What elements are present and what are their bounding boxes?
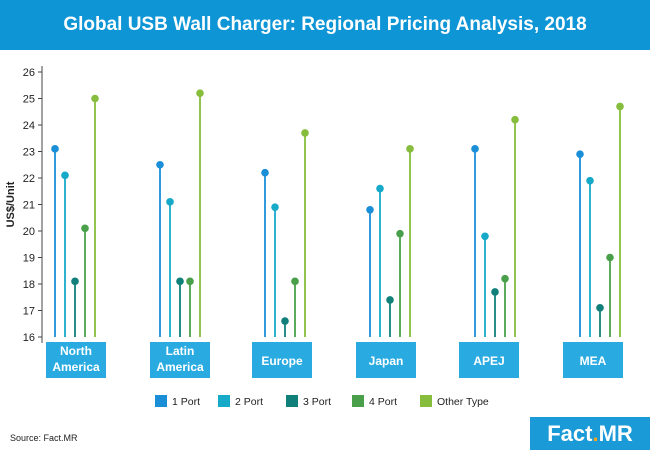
category-box xyxy=(563,342,623,378)
y-tick-label: 19 xyxy=(23,253,35,265)
category-label: Europe xyxy=(261,354,303,368)
category-label: Japan xyxy=(369,354,404,368)
category-box xyxy=(46,342,106,378)
y-tick-label: 18 xyxy=(23,279,35,291)
lollipop-point xyxy=(396,229,404,238)
lollipop-point xyxy=(261,168,269,177)
legend-label: Other Type xyxy=(437,396,489,408)
lollipop-point xyxy=(491,288,499,296)
legend-swatch xyxy=(286,395,298,407)
y-tick-label: 26 xyxy=(23,67,35,79)
lollipop-point xyxy=(156,160,164,169)
legend-label: 3 Port xyxy=(303,396,331,408)
y-tick-label: 24 xyxy=(23,120,35,132)
lollipop-point xyxy=(576,150,584,158)
category-label: Latin xyxy=(166,344,195,358)
y-axis-title: US$/Unit xyxy=(5,181,17,227)
lollipop-point xyxy=(196,89,204,97)
y-tick-label: 23 xyxy=(23,147,35,159)
category-box xyxy=(252,342,312,378)
source-text: Source: Fact.MR xyxy=(10,433,78,443)
lollipop-point xyxy=(586,176,594,185)
y-tick-label: 22 xyxy=(23,173,35,185)
legend-swatch xyxy=(155,395,167,407)
legend-label: 4 Port xyxy=(369,396,397,408)
logo-dot: . xyxy=(592,420,599,446)
legend-swatch xyxy=(218,395,230,407)
lollipop-point xyxy=(606,253,614,262)
lollipop-point xyxy=(511,115,519,124)
category-box xyxy=(356,342,416,378)
category-label: North xyxy=(60,344,92,358)
category-box xyxy=(150,342,210,378)
lollipop-point xyxy=(176,277,184,286)
lollipop-point xyxy=(471,145,479,153)
legend-swatch xyxy=(352,395,364,407)
logo-part-mr: MR xyxy=(598,420,633,446)
y-tick-label: 17 xyxy=(23,306,35,318)
lollipop-point xyxy=(386,296,394,304)
title-bar: Global USB Wall Charger: Regional Pricin… xyxy=(0,0,650,50)
lollipop-point xyxy=(501,274,509,283)
lollipop-point xyxy=(186,277,194,286)
category-label: APEJ xyxy=(473,354,504,368)
y-tick-label: 21 xyxy=(23,200,35,212)
lollipop-point xyxy=(406,145,414,153)
lollipop-point xyxy=(91,94,99,103)
y-tick-label: 25 xyxy=(23,94,35,106)
lollipop-point xyxy=(291,277,299,286)
legend-label: 2 Port xyxy=(235,396,263,408)
logo-part-fact: Fact xyxy=(547,420,593,446)
category-label: America xyxy=(52,360,100,374)
fact-mr-logo: Fact. MR xyxy=(530,417,650,450)
lollipop-point xyxy=(71,277,79,286)
category-label: America xyxy=(156,360,204,374)
lollipop-point xyxy=(61,171,69,180)
lollipop-point xyxy=(301,129,309,137)
lollipop-point xyxy=(271,203,279,211)
legend-label: 1 Port xyxy=(172,396,200,408)
lollipop-point xyxy=(366,206,374,214)
category-box xyxy=(459,342,519,378)
lollipop-point xyxy=(481,232,489,241)
lollipop-point xyxy=(51,145,59,153)
legend-swatch xyxy=(420,395,432,407)
lollipop-point xyxy=(281,317,289,325)
lollipop-point xyxy=(166,198,174,206)
lollipop-point xyxy=(616,102,624,111)
lollipop-point xyxy=(596,304,604,312)
y-tick-label: 16 xyxy=(23,332,35,344)
chart-title: Global USB Wall Charger: Regional Pricin… xyxy=(63,14,587,35)
category-label: MEA xyxy=(580,354,607,368)
lollipop-point xyxy=(81,224,89,233)
lollipop-point xyxy=(376,184,384,193)
chart-area: 16 17 18 19 20 21 22 23 24 25 26 US$/Unit North Ameri… xyxy=(5,66,624,408)
y-tick-label: 20 xyxy=(23,226,35,238)
